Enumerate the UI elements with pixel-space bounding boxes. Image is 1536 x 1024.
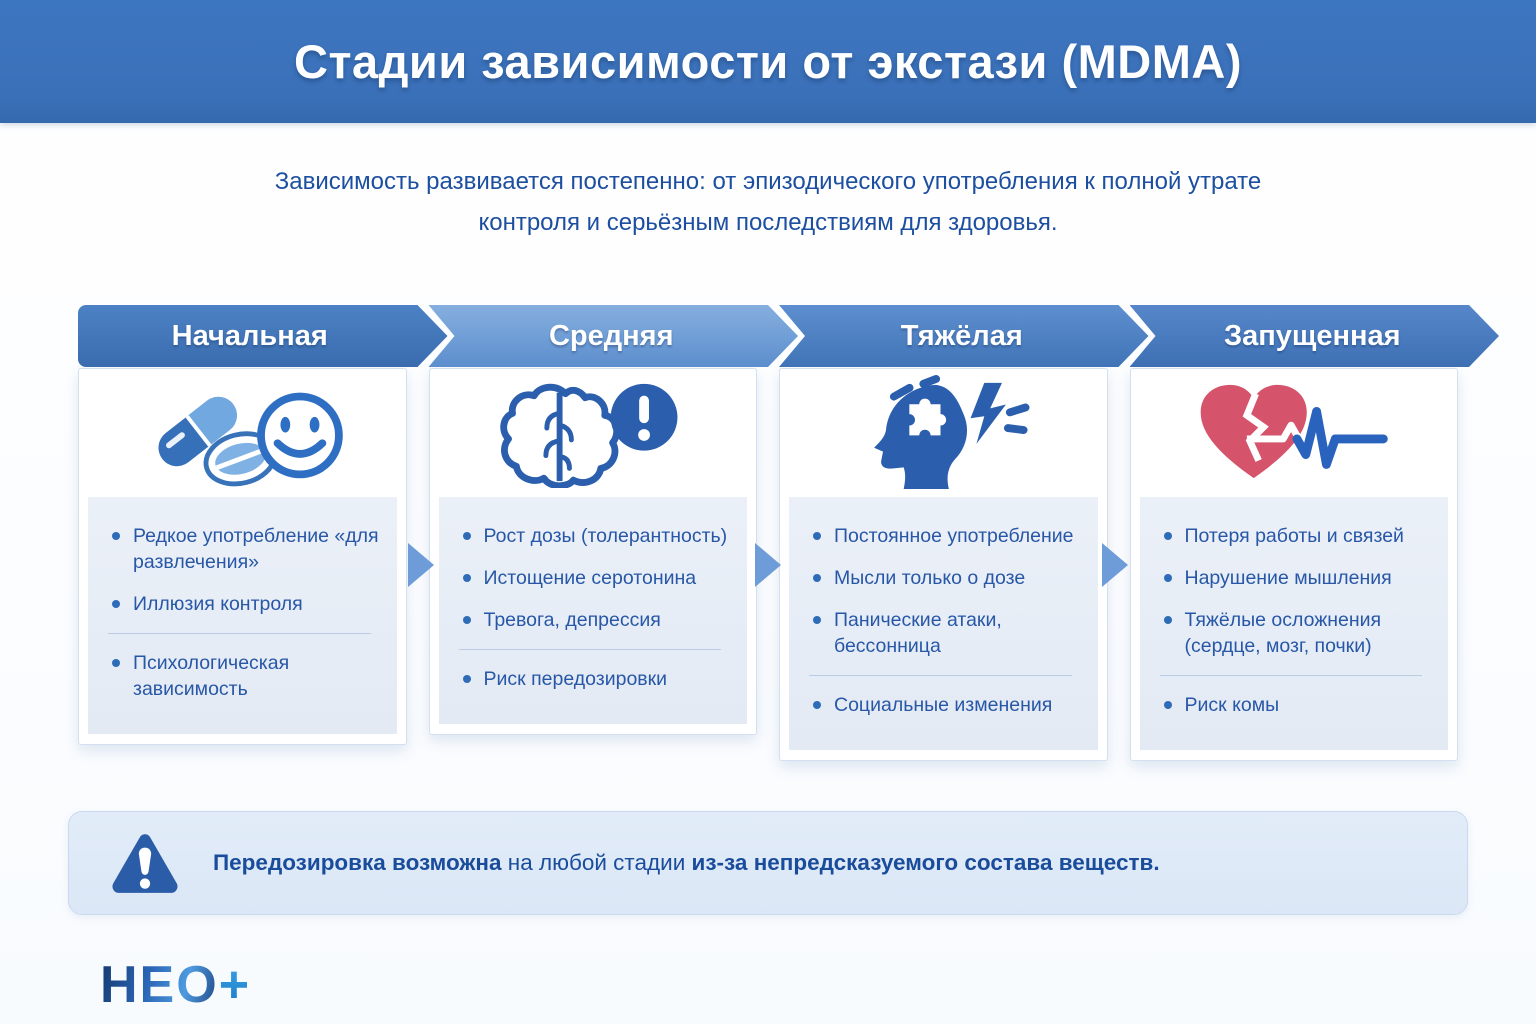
broken-heart-ekg-icon (1200, 384, 1388, 479)
plus-icon: + (218, 956, 252, 1014)
pills-smiley-icon (158, 392, 344, 487)
intro-line-2: контроля и серьёзным последствиям для зд… (478, 209, 1058, 236)
intro-text: Зависимость развивается постепенно: от э… (0, 161, 1536, 243)
list-item: Рост дозы (толерантность) (459, 523, 732, 549)
stage-header-severe: Тяжёлая (779, 305, 1149, 367)
list-item: Истощение серотонина (459, 565, 732, 591)
page-title: Стадии зависимости от экстази (MDMA) (294, 35, 1242, 88)
warning-banner: Передозировка возможна на любой стадии и… (68, 811, 1468, 915)
list-item: Иллюзия контроля (108, 591, 371, 634)
stage-header-initial: Начальная (78, 305, 448, 367)
list-item: Риск передозировки (459, 666, 732, 692)
head-stress-icon (874, 375, 1030, 490)
stage-bullets-panel: Рост дозы (толерантность) Истощение серо… (438, 497, 747, 724)
warning-text: Передозировка возможна на любой стадии и… (213, 850, 1160, 876)
list-item: Нарушение мышления (1160, 565, 1433, 591)
warning-bold-2: из-за непредсказуемого состава веществ. (691, 850, 1160, 875)
stage-header-middle: Средняя (429, 305, 799, 367)
stage-card: Рост дозы (толерантность) Истощение серо… (428, 368, 757, 735)
list-item: Тревога, депрессия (458, 607, 721, 650)
stage-bullets-panel: Постоянное употребление Мысли только о д… (789, 497, 1098, 750)
list-item: Риск комы (1160, 692, 1433, 718)
list-item: Редкое употребление «для развлечения» (108, 523, 381, 575)
list-item: Тяжёлые осложнения (сердце, мозг, почки) (1159, 607, 1422, 676)
warning-normal-1: на любой стадии (507, 850, 686, 875)
warning-bold-1: Передозировка возможна (213, 850, 502, 875)
warning-triangle-icon (112, 834, 178, 893)
stage-bullets-panel: Редкое употребление «для развлечения» Ил… (88, 497, 397, 734)
list-item: Социальные изменения (809, 692, 1082, 718)
neo-plus-logo: НЕО+ (100, 955, 1536, 1015)
stage-title: Начальная (171, 319, 328, 352)
stage-column-initial: Начальная (78, 305, 407, 761)
intro-line-1: Зависимость развивается постепенно: от э… (274, 168, 1262, 195)
list-item: Психологическая зависимость (108, 650, 381, 702)
list-item: Панические атаки, бессонница (809, 607, 1072, 676)
logo-text: НЕО (100, 956, 219, 1014)
stage-header-advanced: Запущенная (1130, 305, 1500, 367)
stage-title: Тяжёлая (900, 319, 1023, 352)
arrow-right-icon (408, 543, 434, 587)
stage-title: Запущенная (1223, 319, 1401, 352)
stage-column-severe: Тяжёлая (779, 305, 1108, 761)
stage-card: Потеря работы и связей Нарушение мышлени… (1129, 368, 1458, 761)
brain-alert-icon (500, 383, 678, 488)
stages-section: Начальная (78, 305, 1458, 761)
header-bar: Стадии зависимости от экстази (MDMA) (0, 0, 1536, 123)
list-item: Постоянное употребление (809, 523, 1082, 549)
stage-card: Редкое употребление «для развлечения» Ил… (78, 368, 407, 745)
stage-bullets-panel: Потеря работы и связей Нарушение мышлени… (1139, 497, 1448, 750)
stage-title: Средняя (548, 319, 674, 352)
stage-card: Постоянное употребление Мысли только о д… (779, 368, 1108, 761)
arrow-right-icon (755, 543, 781, 587)
list-item: Потеря работы и связей (1160, 523, 1433, 549)
arrow-right-icon (1102, 543, 1128, 587)
list-item: Мысли только о дозе (809, 565, 1082, 591)
stage-column-advanced: Запущенная Потеря работы и связей (1129, 305, 1459, 761)
stage-column-middle: Средняя (428, 305, 758, 761)
